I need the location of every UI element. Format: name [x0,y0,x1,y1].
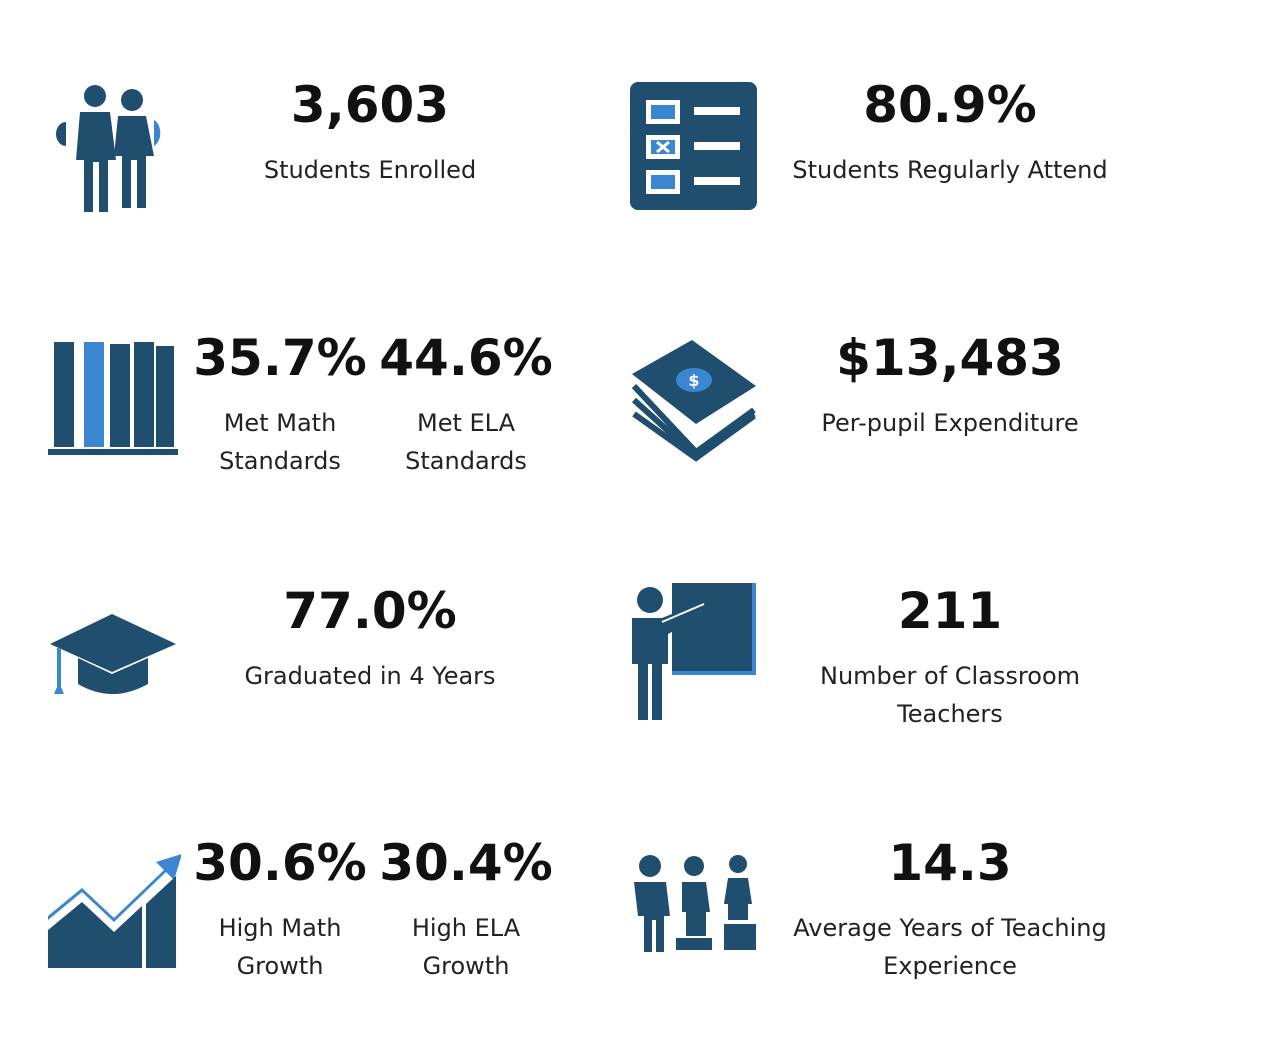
stat-value: 44.6% [379,329,553,387]
stat-label: Students Enrolled [263,156,477,184]
stat-label: Standards [219,447,341,475]
attendance-icon [630,82,757,210]
growth-icon [48,854,181,968]
stat-value: 77.0% [283,582,457,640]
stat-value: 35.7% [193,329,367,387]
stat-label: Growth [236,952,324,980]
stat-value: 14.3 [888,834,1012,892]
stat-label: Number of Classroom [819,662,1081,690]
books-icon [48,342,178,455]
stat-label: Per-pupil Expenditure [821,409,1079,437]
svg-text:$: $ [688,371,699,390]
stat-label: Students Regularly Attend [792,156,1108,184]
stat-value: 30.4% [379,834,553,892]
graduation-icon [50,614,176,694]
stat-label: Met Math [223,409,337,437]
stat-value: 30.6% [193,834,367,892]
stat-value: 80.9% [863,76,1037,134]
stat-label: High Math [218,914,342,942]
stat-label: Average Years of Teaching [793,914,1107,942]
stat-value: 3,603 [290,76,450,134]
stat-label: Experience [883,952,1017,980]
stat-label: Met ELA [416,409,516,437]
stat-label: Teachers [897,700,1003,728]
stat-value: $13,483 [836,329,1064,387]
stat-value: 211 [897,582,1003,640]
teacher-icon [632,583,756,720]
experience-icon [634,855,756,952]
stat-label: Graduated in 4 Years [244,662,496,690]
stat-label: Growth [422,952,510,980]
money-icon: $ [631,340,756,462]
students-icon [56,85,161,212]
stat-label: Standards [405,447,527,475]
stat-label: High ELA [411,914,521,942]
